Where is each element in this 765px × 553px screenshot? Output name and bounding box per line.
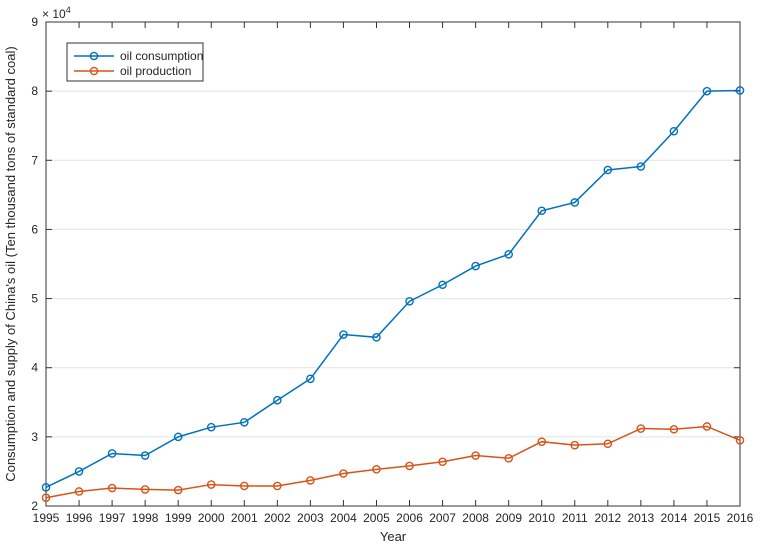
data-point-oil-consumption [735,86,745,95]
data-point-oil-consumption [537,206,547,216]
data-point-oil-production [405,461,414,471]
x-tick-label: 1996 [66,511,93,525]
data-point-oil-consumption [372,332,381,342]
tick-labels-group: 1995 1996 1997 1998 1999 2000 2001 2002 2003 2004… [31,15,753,525]
y-tick-label: 6 [31,222,38,236]
x-tick-label: 2002 [264,511,291,525]
data-point-oil-production [41,493,51,503]
data-point-oil-production [306,476,315,485]
legend-label-oil-production: oil production [120,64,191,78]
x-tick-label: 2015 [694,511,721,525]
data-point-oil-production [107,483,117,493]
x-tick-label: 2006 [396,511,423,525]
data-point-oil-consumption [74,467,84,476]
plot-frame [45,21,741,507]
data-point-oil-consumption [239,418,249,427]
data-point-oil-production [735,436,745,445]
data-point-oil-consumption [504,250,513,259]
x-tick-label: 2014 [661,511,688,525]
x-tick-label: 2013 [628,511,655,525]
series-line-oil-consumption [45,89,741,489]
axes-frame [45,21,741,507]
x-tick-label: 1998 [132,511,159,525]
legend-marker-icon [89,51,99,61]
data-point-oil-consumption [405,297,414,306]
x-axis-title: Year [380,529,407,544]
exponent-power: 4 [66,5,71,15]
data-point-oil-production [74,487,84,496]
data-point-oil-production [206,480,216,489]
data-point-oil-production [339,469,348,478]
x-tick-label: 2007 [429,511,456,525]
axis-ticks-group [45,21,741,507]
series-group [41,86,745,503]
data-point-oil-consumption [570,198,580,207]
y-tick-label: 7 [31,153,38,167]
legend-box [66,42,204,82]
x-tick-label: 1995 [33,511,60,525]
x-tick-label: 2008 [462,511,489,525]
data-point-oil-production [372,465,381,474]
data-point-oil-production [570,440,580,450]
data-point-oil-consumption [140,451,150,460]
data-point-oil-production [669,424,679,434]
x-tick-label: 2001 [231,511,258,525]
legend-label-oil-consumption: oil consumption [120,49,203,63]
y-axis-title: Consumption and supply of China's oil (T… [3,46,18,481]
y-tick-label: 9 [31,15,38,29]
y-tick-label: 2 [31,499,38,513]
x-tick-label: 2000 [198,511,225,525]
data-point-oil-consumption [339,330,348,339]
x-tick-label: 2016 [727,511,754,525]
data-point-oil-consumption [438,280,447,290]
y-tick-label: 3 [31,430,38,444]
x-tick-label: 2005 [363,511,390,525]
series-line-oil-production [45,425,741,499]
data-point-oil-production [537,437,547,446]
legend-entry-oil-production: oil production [74,64,191,78]
y-tick-label: 4 [31,361,38,375]
legend: oil consumption oil production [66,42,204,82]
data-point-oil-production [702,422,712,431]
x-tick-label: 2010 [528,511,555,525]
data-point-oil-production [140,485,150,494]
y-tick-label: 8 [31,84,38,98]
x-tick-label: 2011 [562,511,588,525]
data-point-oil-consumption [471,261,480,271]
data-point-oil-consumption [306,374,315,384]
data-point-oil-consumption [107,449,117,458]
x-tick-label: 1997 [99,511,126,525]
data-point-oil-production [471,451,480,460]
data-point-oil-production [173,485,183,495]
data-point-oil-production [603,439,613,449]
y-axis-exponent: × 104 [42,5,71,21]
x-tick-label: 2012 [594,511,621,525]
data-point-oil-production [239,481,249,491]
data-point-oil-consumption [603,165,613,175]
x-tick-label: 2004 [330,511,357,525]
data-point-oil-production [636,424,646,433]
data-point-oil-consumption [173,432,183,442]
data-point-oil-consumption [702,86,712,96]
data-point-oil-consumption [41,483,51,492]
gridlines-group [46,90,740,438]
data-point-oil-production [273,481,282,491]
y-tick-label: 5 [31,292,38,306]
data-point-oil-consumption [273,395,282,405]
data-point-oil-consumption [636,162,646,171]
data-point-oil-consumption [669,126,679,136]
x-tick-label: 1999 [165,511,192,525]
data-point-oil-production [438,457,447,467]
data-point-oil-consumption [206,422,216,432]
x-tick-label: 2003 [297,511,324,525]
legend-marker-icon [89,66,99,76]
x-tick-label: 2009 [495,511,522,525]
legend-entry-oil-consumption: oil consumption [74,49,203,63]
exponent-base: × 10 [42,7,66,21]
data-point-oil-production [504,453,513,463]
